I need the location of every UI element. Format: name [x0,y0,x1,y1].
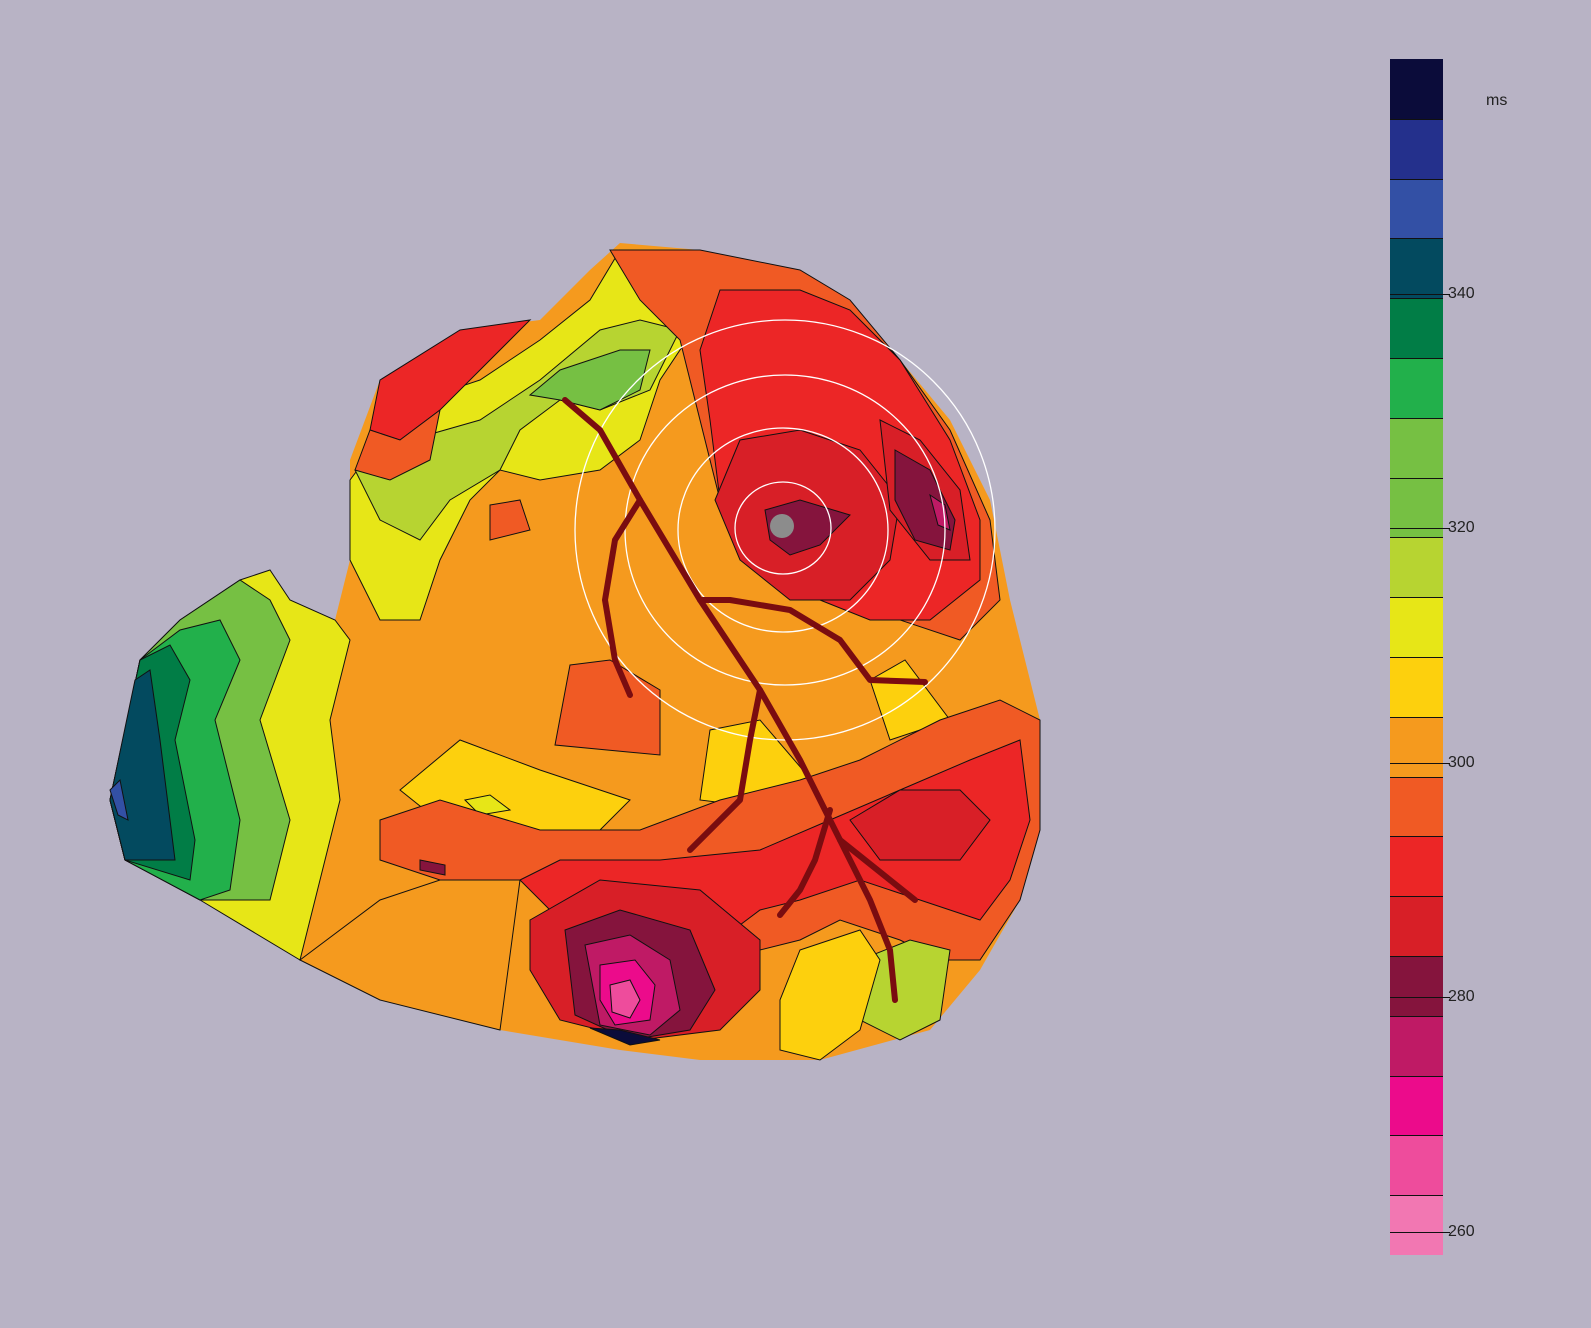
color-scale-segment [1390,358,1443,419]
color-scale-segment [1390,776,1443,837]
region-small-maroon-left [419,859,446,876]
color-scale-tick [1390,1231,1450,1233]
color-scale-divider [1390,1075,1443,1077]
color-scale-unit: ms [1486,92,1508,109]
color-scale-divider [1390,537,1443,539]
region-small-orange [489,499,531,541]
color-scale-divider [1390,657,1443,658]
region-center-square [554,659,661,756]
vessel-branch-5 [777,807,833,918]
color-scale: 340 320 300 280 260 [1390,59,1475,1256]
color-scale-segment [1390,716,1443,778]
color-scale-tick [1390,997,1450,999]
color-scale-segment [1390,417,1443,479]
color-scale-divider [1390,417,1443,419]
color-scale-divider [1390,597,1443,599]
region-lower-lightpink [609,979,641,1019]
color-scale-tick [1390,293,1450,295]
color-scale-segment [1390,1135,1443,1196]
color-scale-segment [1390,118,1443,180]
region-lower-right-gold [779,929,881,1061]
color-scale-segment [1390,537,1443,598]
color-scale-divider [1390,836,1443,838]
color-scale-divider [1390,477,1443,479]
color-scale-segment [1390,657,1443,718]
color-scale-divider [1390,1135,1443,1137]
region-lower-left-orange [299,879,521,1031]
vessel-branch-1 [602,497,643,698]
color-scale-segment [1390,1075,1443,1136]
color-scale-segment [1390,238,1443,299]
color-scale-divider [1390,178,1443,180]
color-scale-segment [1390,59,1443,120]
color-scale-tick [1390,528,1450,530]
color-scale-tick-label: 300 [1448,753,1475,771]
color-scale-segment [1390,477,1443,538]
region-right-red-band [849,789,991,861]
color-scale-divider [1390,298,1443,300]
color-scale-tick [1390,762,1450,764]
color-scale-divider [1390,1195,1443,1197]
color-scale-tick-label: 280 [1448,988,1475,1006]
coronary-vessels [562,397,928,1003]
color-scale-divider [1390,358,1443,359]
vessel-main [562,397,898,1003]
color-scale-divider [1390,1015,1443,1017]
ring-2 [677,427,889,633]
ring-1 [734,481,832,575]
region-lower-bottom-navy [589,1027,661,1046]
color-scale-tick-label: 340 [1448,284,1475,302]
target-rings [574,319,996,741]
color-scale-tick-label: 260 [1448,1222,1475,1240]
heart-surface [109,243,1041,1061]
color-scale-divider [1390,118,1443,120]
color-scale-segment [1390,298,1443,359]
region-topleft-orange [354,408,441,481]
color-scale-segment [1390,836,1443,897]
color-scale-segment [1390,896,1443,957]
color-scale-segment [1390,178,1443,239]
color-scale-divider [1390,238,1443,240]
color-scale-segment [1390,597,1443,658]
color-scale-divider [1390,776,1443,778]
region-left-blue [109,778,129,821]
vessel-branch-2 [697,597,928,685]
ring-3 [624,374,946,686]
vessel-branch-3 [687,687,763,853]
color-scale-divider [1390,716,1443,718]
color-scale-segment [1390,956,1443,1017]
color-scale-segment [1390,1195,1443,1256]
ring-4 [574,319,996,741]
color-scale-segment [1390,1015,1443,1077]
color-scale-divider [1390,956,1443,957]
pacing-site-marker [770,514,794,538]
vessel-branch-4 [837,837,918,903]
color-scale-divider [1390,896,1443,898]
color-scale-tick-label: 320 [1448,519,1475,537]
